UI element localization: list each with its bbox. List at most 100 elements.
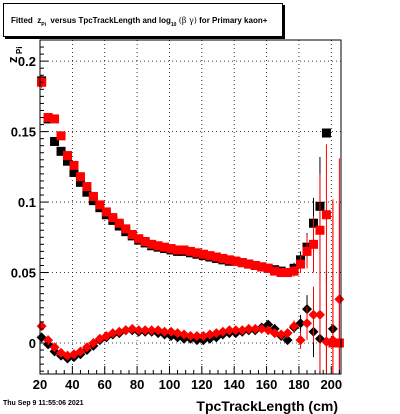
x-tick-label: 60 [97,377,111,392]
data-point [108,213,118,223]
data-point [302,318,313,329]
data-point [276,329,287,340]
data-point [147,239,157,249]
data-point [308,239,318,249]
data-point [140,325,151,336]
data-point [244,259,254,269]
data-point [321,336,332,347]
data-point [230,325,241,336]
title-versus: versus TpcTrackLength and log [50,16,171,25]
data-point [224,325,235,336]
series-red-square [37,76,344,374]
x-tick-label: 140 [223,377,245,392]
data-point [282,335,293,346]
data-point [88,191,98,201]
data-point [237,258,247,268]
y-tick-label: 0.2 [18,54,36,69]
data-point [160,242,170,252]
data-point [49,342,60,353]
data-point [134,234,144,244]
x-tick-label: 100 [159,377,181,392]
data-point [173,245,183,255]
data-point [166,244,176,254]
data-point [295,335,306,346]
data-point [82,187,92,197]
data-point [296,259,306,269]
data-point [69,160,79,170]
data-point [36,321,47,332]
data-point [56,131,66,141]
data-point [263,319,274,330]
data-point [270,266,280,276]
y-tick-label: 0.1 [18,195,36,210]
y-tick-label: 0.15 [11,125,36,140]
data-point [82,182,92,192]
data-markers [36,75,345,374]
data-point [120,325,131,336]
data-point [172,328,183,339]
y-axis-title-sub: Pi [15,46,24,54]
data-point [282,328,293,339]
data-point [327,335,338,346]
plot-frame [39,39,342,375]
x-tick-label: 40 [65,377,79,392]
data-point [205,251,215,261]
data-point [166,326,177,337]
data-point [50,114,60,124]
title-z: z [37,16,42,25]
data-point [153,241,163,251]
data-point [314,309,325,320]
axis-ticks [39,46,340,374]
chart-title-box: Fitted zPi versus TpcTrackLength and log… [3,3,283,37]
tick-labels: 20 40 60 80 100 120 140 160 180 200 0 0.05 0.1 0.15 0.… [11,54,342,392]
series-red-diamond [36,158,345,374]
x-axis-title: TpcTrackLength (cm) [196,398,338,414]
data-point [321,210,331,220]
data-point [231,256,241,266]
data-point [186,246,195,256]
data-point [269,328,280,339]
data-point [43,113,53,123]
data-point [217,326,228,337]
data-point [263,263,273,273]
data-point [276,268,286,278]
data-point [192,248,202,258]
data-point [121,224,131,234]
data-point [334,294,345,305]
data-point [250,323,261,334]
x-tick-label: 200 [320,377,342,392]
data-point [315,225,325,235]
data-point [63,151,73,161]
data-point [302,246,312,256]
data-point [107,328,118,339]
y-axis-title: z Pi [5,46,24,63]
data-point [127,229,137,239]
data-point [179,245,189,255]
x-tick-label: 180 [288,377,310,392]
y-tick-label: 0 [29,336,36,351]
data-point [237,325,248,336]
title-fitted: Fitted [11,16,33,25]
data-point [257,262,267,272]
data-point [63,156,73,166]
data-point [95,200,105,210]
x-tick-label: 160 [256,377,278,392]
data-point [179,329,190,340]
x-tick-label: 80 [130,377,144,392]
data-point [133,325,144,336]
data-point [204,329,215,340]
data-point [211,252,221,262]
data-point [198,330,209,341]
data-point [69,167,79,177]
data-point [211,328,222,339]
data-point [250,260,260,270]
data-point [75,346,86,357]
title-z-sub: Pi [41,22,46,28]
y-axis-title-main: z [5,56,20,63]
title-log-sub: 10 [170,22,177,28]
data-point [153,325,164,336]
y-tick-label: 0.05 [11,266,36,281]
data-point [146,325,157,336]
data-point [191,330,202,341]
